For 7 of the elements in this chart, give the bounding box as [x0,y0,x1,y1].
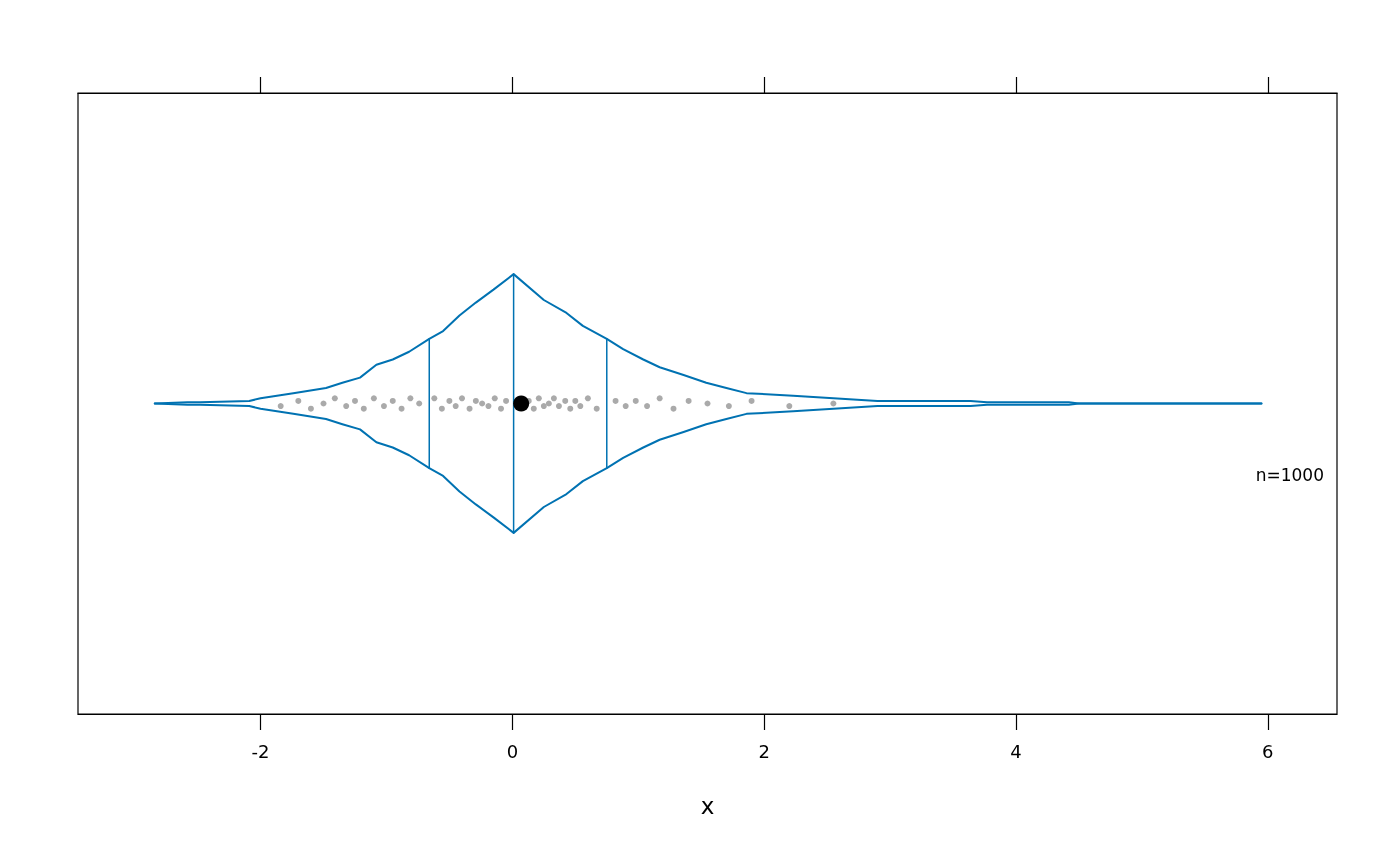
x-tick-label: -2 [251,740,270,762]
x-tick-label: 6 [1262,740,1274,762]
annotation: n=1000 [1255,464,1325,485]
x-tick-label: 4 [1010,740,1022,762]
x-tick-label: 0 [506,740,519,762]
x-tick-label: 2 [758,740,770,762]
x-axis-title: x [700,792,715,819]
